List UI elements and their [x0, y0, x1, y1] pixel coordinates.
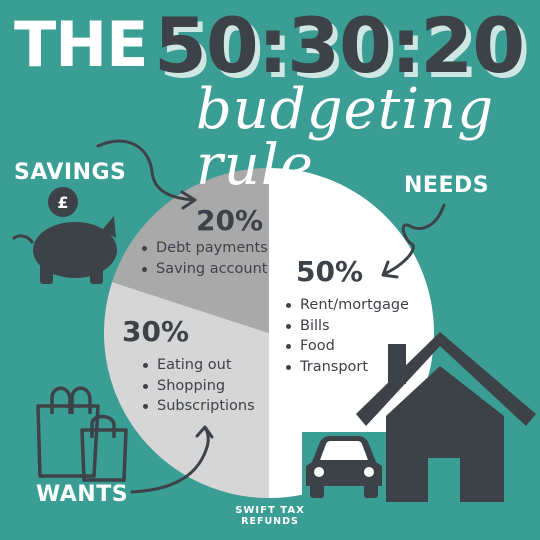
needs-label: NEEDS — [404, 173, 490, 198]
needs-percent: 50% — [296, 255, 364, 288]
brand-line1: SWIFT TAX — [235, 505, 305, 516]
title-numbers: 50:30:20 — [154, 1, 525, 90]
car-icon — [302, 432, 386, 502]
list-item: Transport — [284, 357, 409, 378]
wants-percent: 30% — [122, 315, 190, 348]
list-item: Food — [284, 336, 409, 357]
list-item: Bills — [284, 316, 409, 337]
pie-slices — [103, 168, 434, 498]
title-subtitle: budgeting rule — [196, 77, 495, 198]
house-icon — [356, 332, 536, 502]
wants-items: Eating out Shopping Subscriptions — [141, 355, 255, 417]
wants-label: WANTS — [36, 482, 129, 507]
list-item: Shopping — [141, 376, 255, 397]
list-item: Rent/mortgage — [284, 295, 409, 316]
title-prefix: THE — [14, 8, 149, 81]
savings-label: SAVINGS — [14, 160, 127, 185]
pie-slice-wants — [103, 282, 269, 498]
piggy-bank-icon: £ — [12, 187, 117, 284]
list-item: Eating out — [141, 355, 255, 376]
brand-logo: SWIFT TAX REFUNDS — [0, 506, 540, 527]
door-icon — [428, 458, 460, 502]
needs-items: Rent/mortgage Bills Food Transport — [284, 295, 409, 377]
pie-slice-savings — [112, 168, 269, 333]
list-item: Debt payments — [140, 238, 268, 259]
savings-percent: 20% — [196, 204, 264, 237]
currency-symbol: £ — [57, 193, 68, 212]
list-item: Subscriptions — [141, 396, 255, 417]
shopping-bags-icon — [36, 386, 128, 482]
list-item: Saving account — [140, 259, 268, 280]
savings-items: Debt payments Saving account — [140, 238, 268, 279]
brand-line2: REFUNDS — [241, 516, 299, 527]
